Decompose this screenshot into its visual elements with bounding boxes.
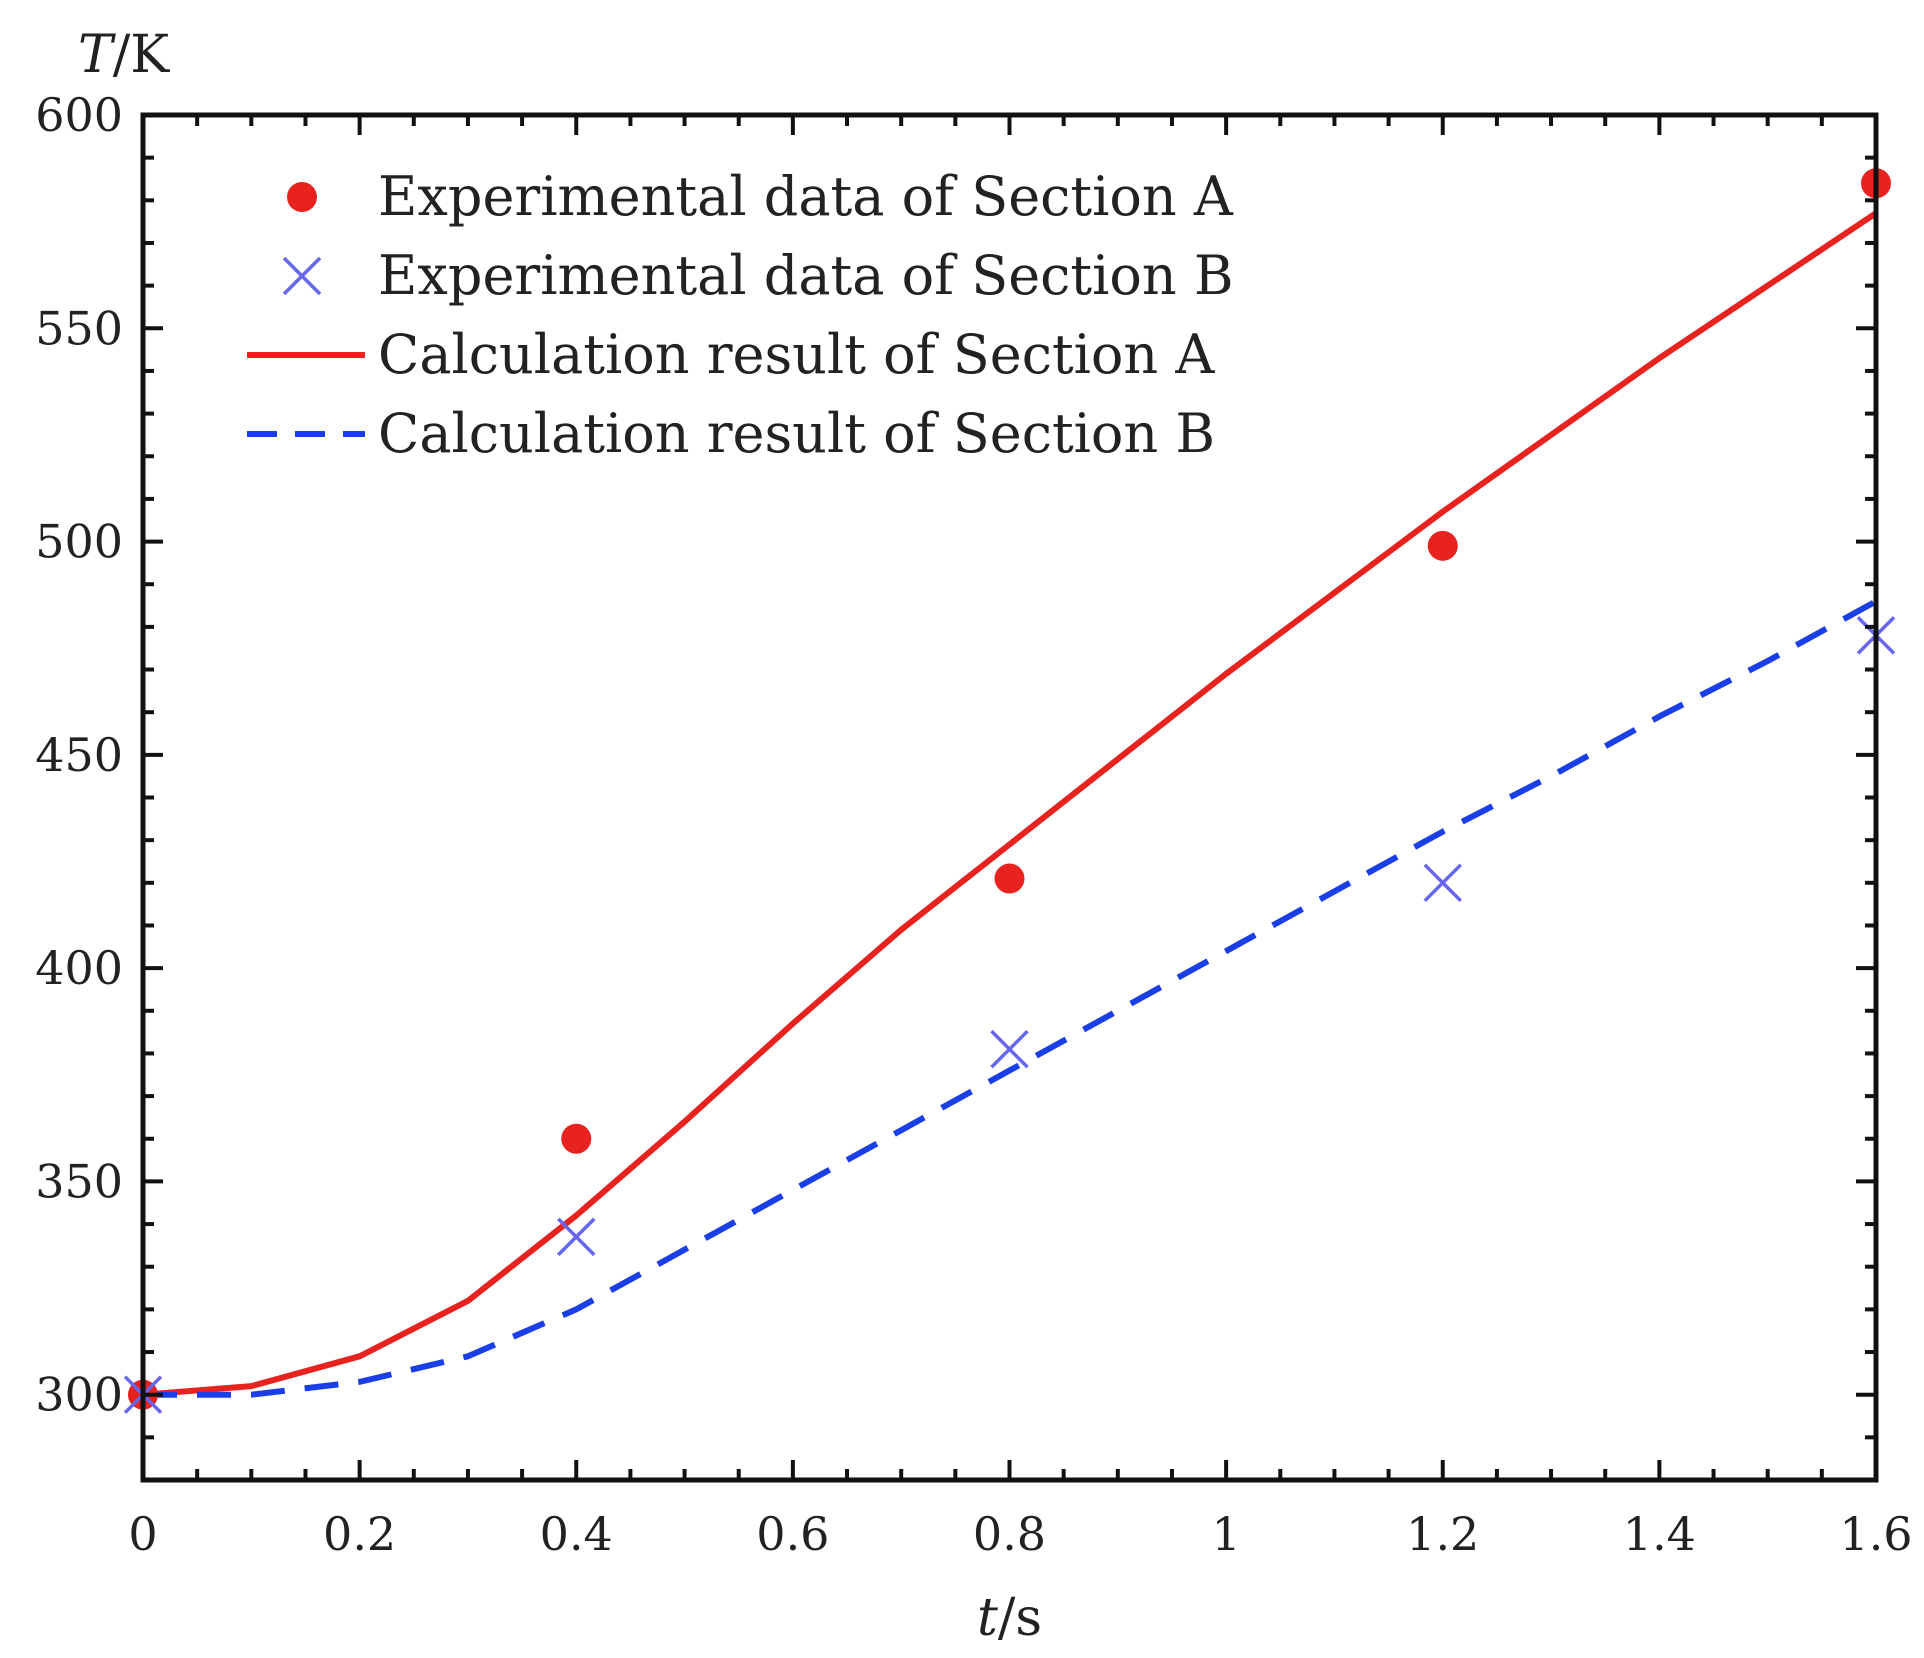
y-axis-title: T/K bbox=[78, 25, 170, 85]
x-tick-label: 1.4 bbox=[1623, 1507, 1696, 1561]
series-line-2 bbox=[142, 210, 1878, 1398]
data-point-b bbox=[990, 1029, 1029, 1069]
data-point-b bbox=[1423, 863, 1462, 903]
y-tick-label: 600 bbox=[35, 88, 123, 142]
legend-entry: Calculation result of Section A bbox=[247, 323, 1215, 386]
legend-label: Calculation result of Section B bbox=[378, 402, 1215, 465]
data-point-b bbox=[557, 1217, 596, 1257]
legend-label: Experimental data of Section B bbox=[378, 244, 1234, 307]
x-tick-label: 0.8 bbox=[973, 1507, 1046, 1561]
x-axis-title: t/s bbox=[977, 1588, 1042, 1648]
x-tick-label: 0.4 bbox=[540, 1507, 613, 1561]
x-tick-label: 1.2 bbox=[1406, 1507, 1479, 1561]
x-tick-label: 0.2 bbox=[323, 1507, 396, 1561]
plot-frame bbox=[140, 112, 1879, 1483]
y-tick-label: 450 bbox=[35, 728, 123, 782]
legend-label: Calculation result of Section A bbox=[378, 323, 1215, 386]
legend-entry: Experimental data of Section A bbox=[287, 165, 1234, 228]
y-tick-label: 400 bbox=[35, 941, 123, 995]
y-tick-label: 500 bbox=[35, 515, 123, 569]
data-point-a bbox=[561, 1123, 592, 1154]
legend: Experimental data of Section A Experiment… bbox=[247, 165, 1234, 465]
y-tick-label: 350 bbox=[35, 1154, 123, 1208]
ticks-layer bbox=[141, 113, 1878, 1482]
legend-marker-cross bbox=[282, 256, 322, 296]
y-tick-label: 300 bbox=[35, 1368, 123, 1422]
series-line-3 bbox=[143, 598, 1878, 1398]
labels-layer: 0 0.2 0.4 0.6 0.8 1 1.2 1.4 1.6 300 350 400 450 500 55… bbox=[35, 25, 1912, 1648]
x-tick-label: 1.6 bbox=[1839, 1507, 1912, 1561]
legend-label: Experimental data of Section A bbox=[378, 165, 1234, 228]
plot-layer bbox=[123, 168, 1896, 1414]
x-tick-label: 0 bbox=[128, 1507, 157, 1561]
data-point-a bbox=[1427, 530, 1458, 561]
legend-entry: Experimental data of Section B bbox=[282, 244, 1234, 307]
x-tick-label: 0.6 bbox=[756, 1507, 829, 1561]
data-point-a bbox=[994, 863, 1025, 894]
legend-entry: Calculation result of Section B bbox=[247, 402, 1215, 465]
x-tick-label: 1 bbox=[1211, 1507, 1240, 1561]
legend-marker-circle bbox=[287, 182, 317, 212]
y-tick-label: 550 bbox=[35, 301, 123, 355]
